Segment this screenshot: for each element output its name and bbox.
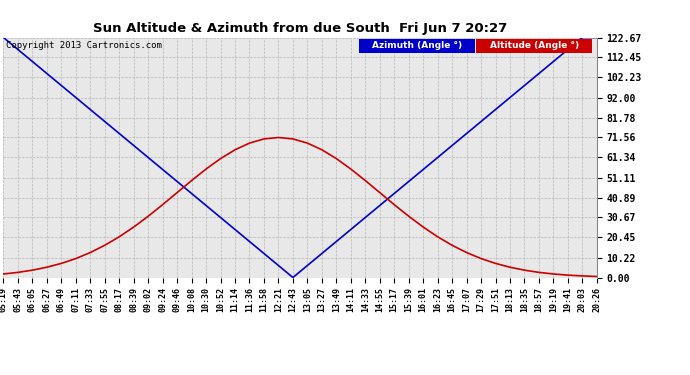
FancyBboxPatch shape bbox=[359, 39, 475, 53]
Text: Copyright 2013 Cartronics.com: Copyright 2013 Cartronics.com bbox=[6, 41, 162, 50]
Text: Azimuth (Angle °): Azimuth (Angle °) bbox=[373, 41, 462, 50]
Title: Sun Altitude & Azimuth from due South  Fri Jun 7 20:27: Sun Altitude & Azimuth from due South Fr… bbox=[93, 22, 507, 35]
FancyBboxPatch shape bbox=[476, 39, 592, 53]
Text: Altitude (Angle °): Altitude (Angle °) bbox=[490, 41, 579, 50]
